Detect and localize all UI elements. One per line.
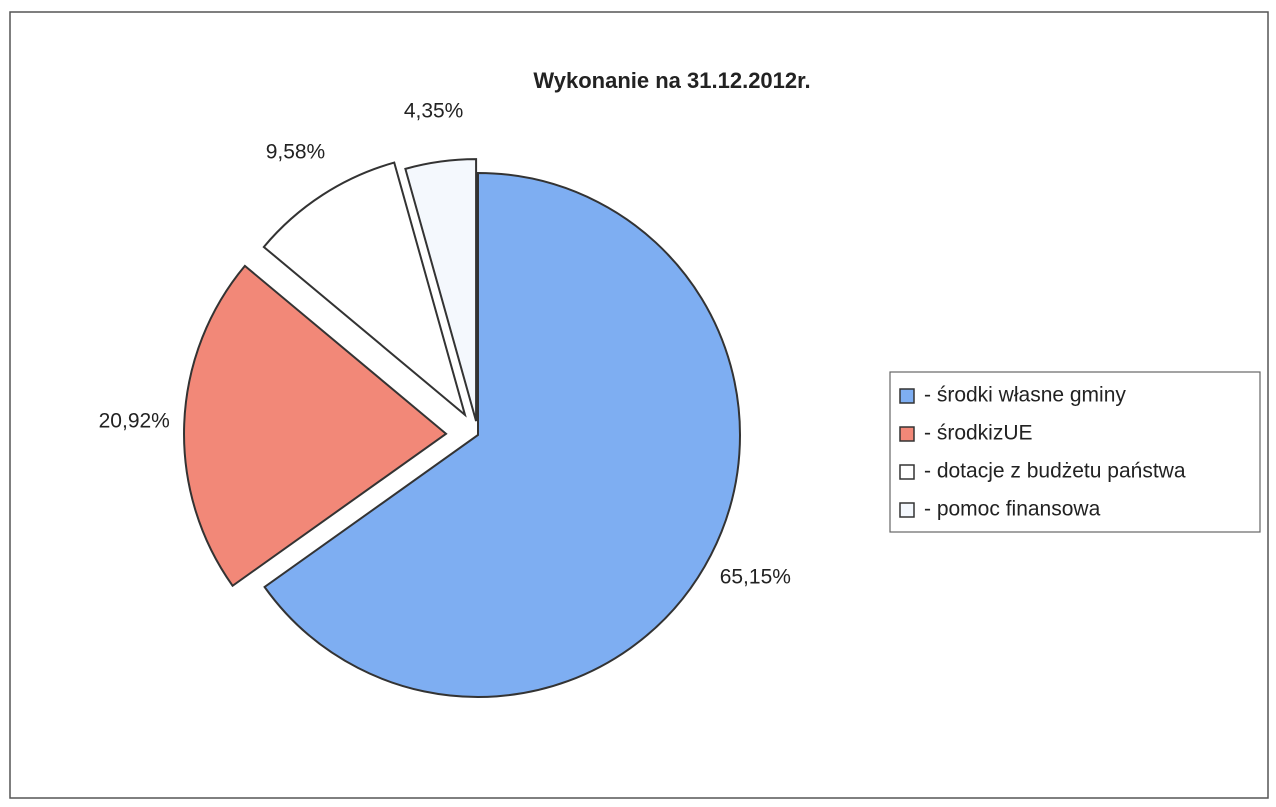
pie-slice <box>263 171 741 698</box>
legend-box <box>889 371 1261 533</box>
pie-slice <box>404 158 478 422</box>
slice-label: 20,92% <box>99 409 170 432</box>
legend-label: - pomoc finansowa <box>924 498 1101 521</box>
pie-slice <box>183 264 448 588</box>
legend-swatch <box>899 464 915 480</box>
legend-swatch <box>899 388 915 404</box>
legend-swatch <box>899 426 915 442</box>
legend-swatch <box>899 502 915 518</box>
legend-label: - środki własne gminy <box>924 384 1126 407</box>
chart-title: Wykonanie na 31.12.2012r. <box>533 68 810 93</box>
pie-slice <box>262 161 467 418</box>
legend-label: - środkizUE <box>924 422 1033 445</box>
slice-label: 65,15% <box>720 566 791 589</box>
slice-label: 4,35% <box>404 100 464 123</box>
slice-label: 9,58% <box>266 140 326 163</box>
legend-label: - dotacje z budżetu państwa <box>924 460 1186 483</box>
